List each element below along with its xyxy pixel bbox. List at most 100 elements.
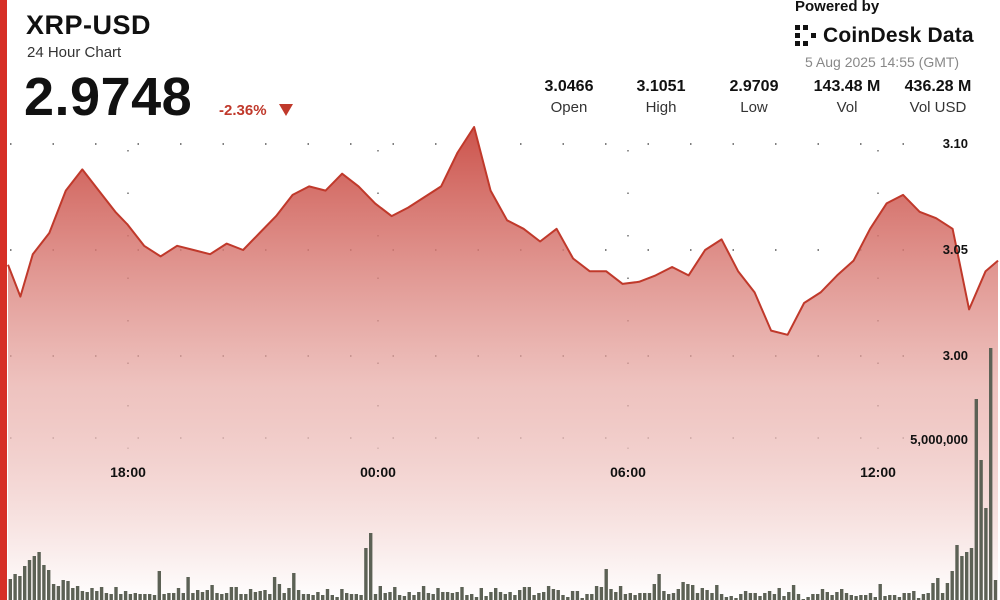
- price-area: [7, 126, 999, 600]
- volume-bar: [316, 592, 320, 600]
- price-line: [7, 126, 999, 336]
- volume-bar: [868, 593, 873, 600]
- volume-bar: [301, 594, 306, 600]
- volume-bar: [508, 592, 512, 600]
- volume-bar: [465, 595, 469, 600]
- volume-bar: [330, 595, 334, 600]
- volume-bar: [883, 596, 887, 600]
- volume-bar: [796, 594, 801, 600]
- volume-bar: [287, 588, 291, 600]
- volume-bar: [186, 577, 190, 600]
- volume-bar: [830, 595, 834, 600]
- volume-bar: [719, 594, 724, 600]
- volume-bar: [268, 594, 272, 600]
- volume-bar: [767, 591, 772, 600]
- volume-bar: [585, 594, 589, 600]
- volume-bar: [590, 594, 594, 600]
- volume-bar: [104, 593, 109, 600]
- accent-bar: [0, 0, 7, 600]
- volume-bar: [66, 581, 70, 600]
- volume-bar: [450, 593, 455, 600]
- stat-vol: 143.48 M Vol: [802, 78, 892, 116]
- volume-bar: [56, 586, 61, 600]
- volume-bar: [306, 594, 310, 600]
- stat-high: 3.1051 High: [616, 78, 706, 116]
- volume-bar: [974, 399, 978, 600]
- volume-bar: [662, 591, 666, 600]
- current-price: 2.9748: [24, 67, 193, 127]
- volume-bar: [191, 593, 195, 600]
- volume-bar: [90, 588, 94, 600]
- volume-bar: [556, 590, 560, 600]
- volume-bar: [417, 592, 421, 600]
- volume-bar: [133, 593, 137, 600]
- volume-bar: [253, 592, 258, 600]
- volume-bar: [566, 597, 570, 600]
- volume-bar: [916, 598, 921, 600]
- volume-bar: [494, 588, 498, 600]
- volume-bar: [162, 594, 166, 600]
- volume-bar: [518, 590, 522, 600]
- volume-bar: [407, 592, 411, 600]
- volume-bar: [258, 591, 262, 600]
- volume-bar: [892, 595, 897, 600]
- volume-bar: [614, 592, 618, 600]
- volume-bar: [671, 593, 676, 600]
- stat-low-label: Low: [740, 99, 768, 116]
- volume-bar: [455, 592, 459, 600]
- volume-bar: [393, 587, 397, 600]
- volume-bar: [369, 533, 373, 600]
- volume-bar: [537, 593, 541, 600]
- powered-by-label: Powered by: [795, 0, 880, 15]
- volume-bar: [527, 587, 531, 600]
- volume-bar: [618, 586, 623, 600]
- volume-bar: [647, 593, 652, 600]
- volume-bar: [840, 589, 844, 600]
- volume-bar: [138, 594, 142, 600]
- volume-bar: [542, 592, 546, 600]
- volume-bar: [27, 560, 32, 600]
- volume-bar: [426, 593, 431, 600]
- stat-vol-usd: 436.28 M Vol USD: [893, 78, 983, 116]
- volume-bar: [23, 566, 27, 600]
- down-arrow-icon: [279, 104, 293, 116]
- volume-bar: [791, 585, 796, 600]
- volume-bar: [85, 592, 89, 600]
- volume-bar: [691, 585, 695, 600]
- volume-bar: [359, 595, 363, 600]
- volume-bar: [570, 591, 575, 600]
- volume-bar: [445, 592, 450, 600]
- volume-bar: [18, 576, 22, 600]
- volume-bar: [325, 589, 330, 600]
- volume-bar: [844, 593, 849, 600]
- volume-bar: [859, 595, 863, 600]
- volume-bar: [912, 591, 916, 600]
- stat-open-value: 3.0466: [544, 78, 594, 95]
- volume-bar: [864, 595, 868, 600]
- volume-bar: [220, 594, 224, 600]
- stat-low: 2.9709 Low: [709, 78, 799, 116]
- volume-bar: [652, 584, 656, 600]
- volume-bar: [979, 460, 983, 600]
- brand-name: CoinDesk Data: [823, 24, 974, 47]
- volume-bar: [945, 583, 950, 600]
- volume-bar: [248, 589, 253, 600]
- volume-bar: [224, 593, 229, 600]
- y-tick-label: 3.00: [943, 348, 968, 363]
- volume-bar: [734, 598, 738, 600]
- volume-bar: [546, 586, 551, 600]
- volume-bar: [345, 593, 349, 600]
- volume-bar: [75, 586, 80, 600]
- volume-bar: [263, 590, 267, 600]
- volume-bar: [763, 593, 767, 600]
- volume-bar: [551, 589, 556, 600]
- volume-bar: [965, 552, 969, 600]
- volume-bar: [99, 587, 104, 600]
- volume-bar: [349, 594, 354, 600]
- volume-bar: [210, 585, 214, 600]
- volume-bar: [739, 594, 743, 600]
- volume-bar: [397, 595, 402, 600]
- volume-bar: [229, 587, 234, 600]
- volume-bar: [412, 595, 416, 600]
- volume-bar: [335, 597, 339, 600]
